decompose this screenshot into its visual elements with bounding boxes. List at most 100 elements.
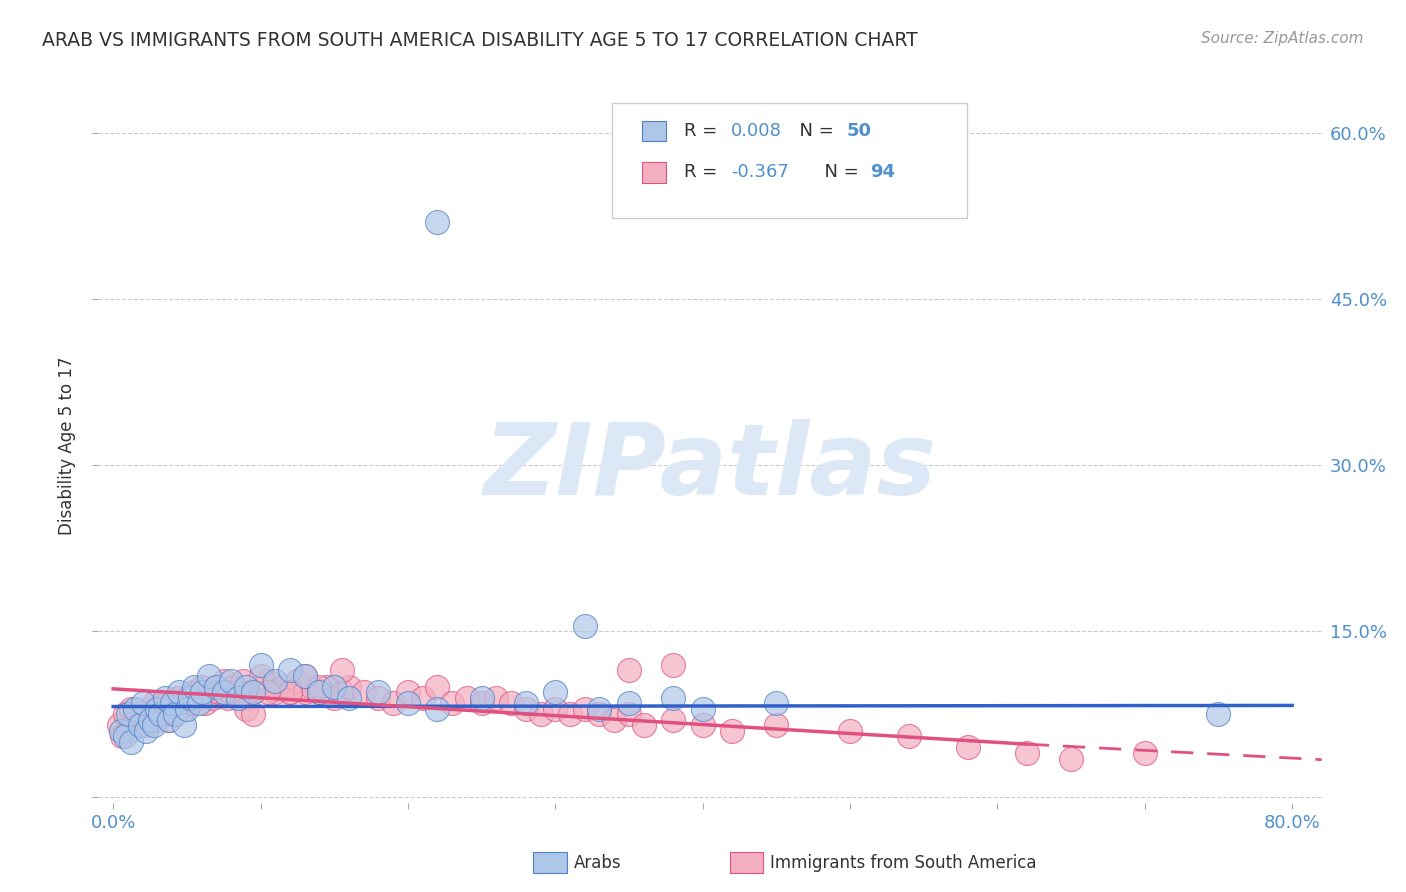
Point: [111, 730, 134, 744]
Point: [139, 713, 162, 727]
Point: [1060, 751, 1083, 765]
Text: R =: R =: [685, 163, 723, 181]
Point: [471, 696, 494, 710]
Point: [412, 690, 434, 705]
Point: [456, 690, 478, 705]
Point: [117, 723, 139, 738]
Point: [167, 690, 190, 705]
Point: [242, 707, 264, 722]
Point: [529, 707, 551, 722]
Point: [114, 730, 136, 744]
Point: [323, 690, 346, 705]
FancyBboxPatch shape: [641, 162, 666, 183]
Text: 0.008: 0.008: [731, 122, 782, 140]
Point: [122, 713, 145, 727]
Point: [588, 702, 610, 716]
Point: [193, 696, 215, 710]
Point: [839, 723, 862, 738]
Point: [499, 696, 522, 710]
Point: [160, 696, 183, 710]
Point: [617, 707, 640, 722]
Point: [308, 680, 330, 694]
Point: [165, 707, 187, 722]
Point: [198, 668, 221, 682]
Point: [222, 680, 245, 694]
Point: [396, 685, 419, 699]
Point: [131, 696, 153, 710]
Point: [617, 663, 640, 677]
Point: [544, 702, 567, 716]
Point: [249, 680, 271, 694]
Point: [219, 685, 242, 699]
Point: [692, 702, 714, 716]
Point: [176, 702, 198, 716]
Point: [149, 707, 172, 722]
Point: [232, 674, 254, 689]
Point: [235, 690, 257, 705]
Point: [633, 718, 655, 732]
Point: [264, 685, 287, 699]
Text: -0.367: -0.367: [731, 163, 789, 181]
Point: [382, 696, 405, 710]
Point: [544, 685, 567, 699]
Point: [179, 696, 201, 710]
Point: [662, 690, 685, 705]
Point: [212, 674, 235, 689]
Point: [426, 680, 449, 694]
Point: [120, 735, 142, 749]
Text: Source: ZipAtlas.com: Source: ZipAtlas.com: [1201, 31, 1364, 46]
Point: [662, 657, 685, 672]
Point: [128, 707, 150, 722]
Point: [217, 690, 239, 705]
Point: [170, 696, 193, 710]
Point: [179, 690, 201, 705]
Point: [183, 680, 205, 694]
Point: [149, 702, 172, 716]
Point: [271, 680, 294, 694]
Point: [249, 668, 271, 682]
Point: [588, 707, 610, 722]
Point: [173, 702, 195, 716]
Point: [323, 680, 346, 694]
Point: [176, 690, 198, 705]
Point: [198, 685, 221, 699]
Point: [143, 696, 166, 710]
Point: [574, 619, 596, 633]
Point: [205, 680, 228, 694]
Point: [1015, 746, 1038, 760]
Point: [183, 685, 205, 699]
Point: [396, 696, 419, 710]
Point: [117, 707, 139, 722]
Text: ARAB VS IMMIGRANTS FROM SOUTH AMERICA DISABILITY AGE 5 TO 17 CORRELATION CHART: ARAB VS IMMIGRANTS FROM SOUTH AMERICA DI…: [42, 31, 918, 50]
Point: [242, 685, 264, 699]
Text: R =: R =: [685, 122, 723, 140]
Point: [153, 690, 176, 705]
Text: ZIPatlas: ZIPatlas: [484, 419, 936, 516]
Point: [294, 668, 316, 682]
Point: [765, 696, 787, 710]
Point: [249, 657, 271, 672]
Text: 94: 94: [870, 163, 896, 181]
Point: [190, 680, 212, 694]
Point: [426, 702, 449, 716]
Point: [165, 707, 187, 722]
Point: [128, 718, 150, 732]
Point: [257, 674, 280, 689]
Point: [110, 723, 132, 738]
Point: [242, 685, 264, 699]
Point: [228, 685, 250, 699]
Point: [308, 685, 330, 699]
Point: [202, 690, 225, 705]
Point: [294, 685, 316, 699]
Point: [330, 685, 353, 699]
Point: [956, 740, 979, 755]
Point: [187, 696, 209, 710]
Point: [157, 713, 180, 727]
Point: [135, 718, 157, 732]
Point: [367, 690, 389, 705]
Point: [169, 685, 191, 699]
Point: [141, 707, 163, 722]
Point: [228, 690, 250, 705]
Point: [138, 702, 160, 716]
Point: [294, 668, 316, 682]
